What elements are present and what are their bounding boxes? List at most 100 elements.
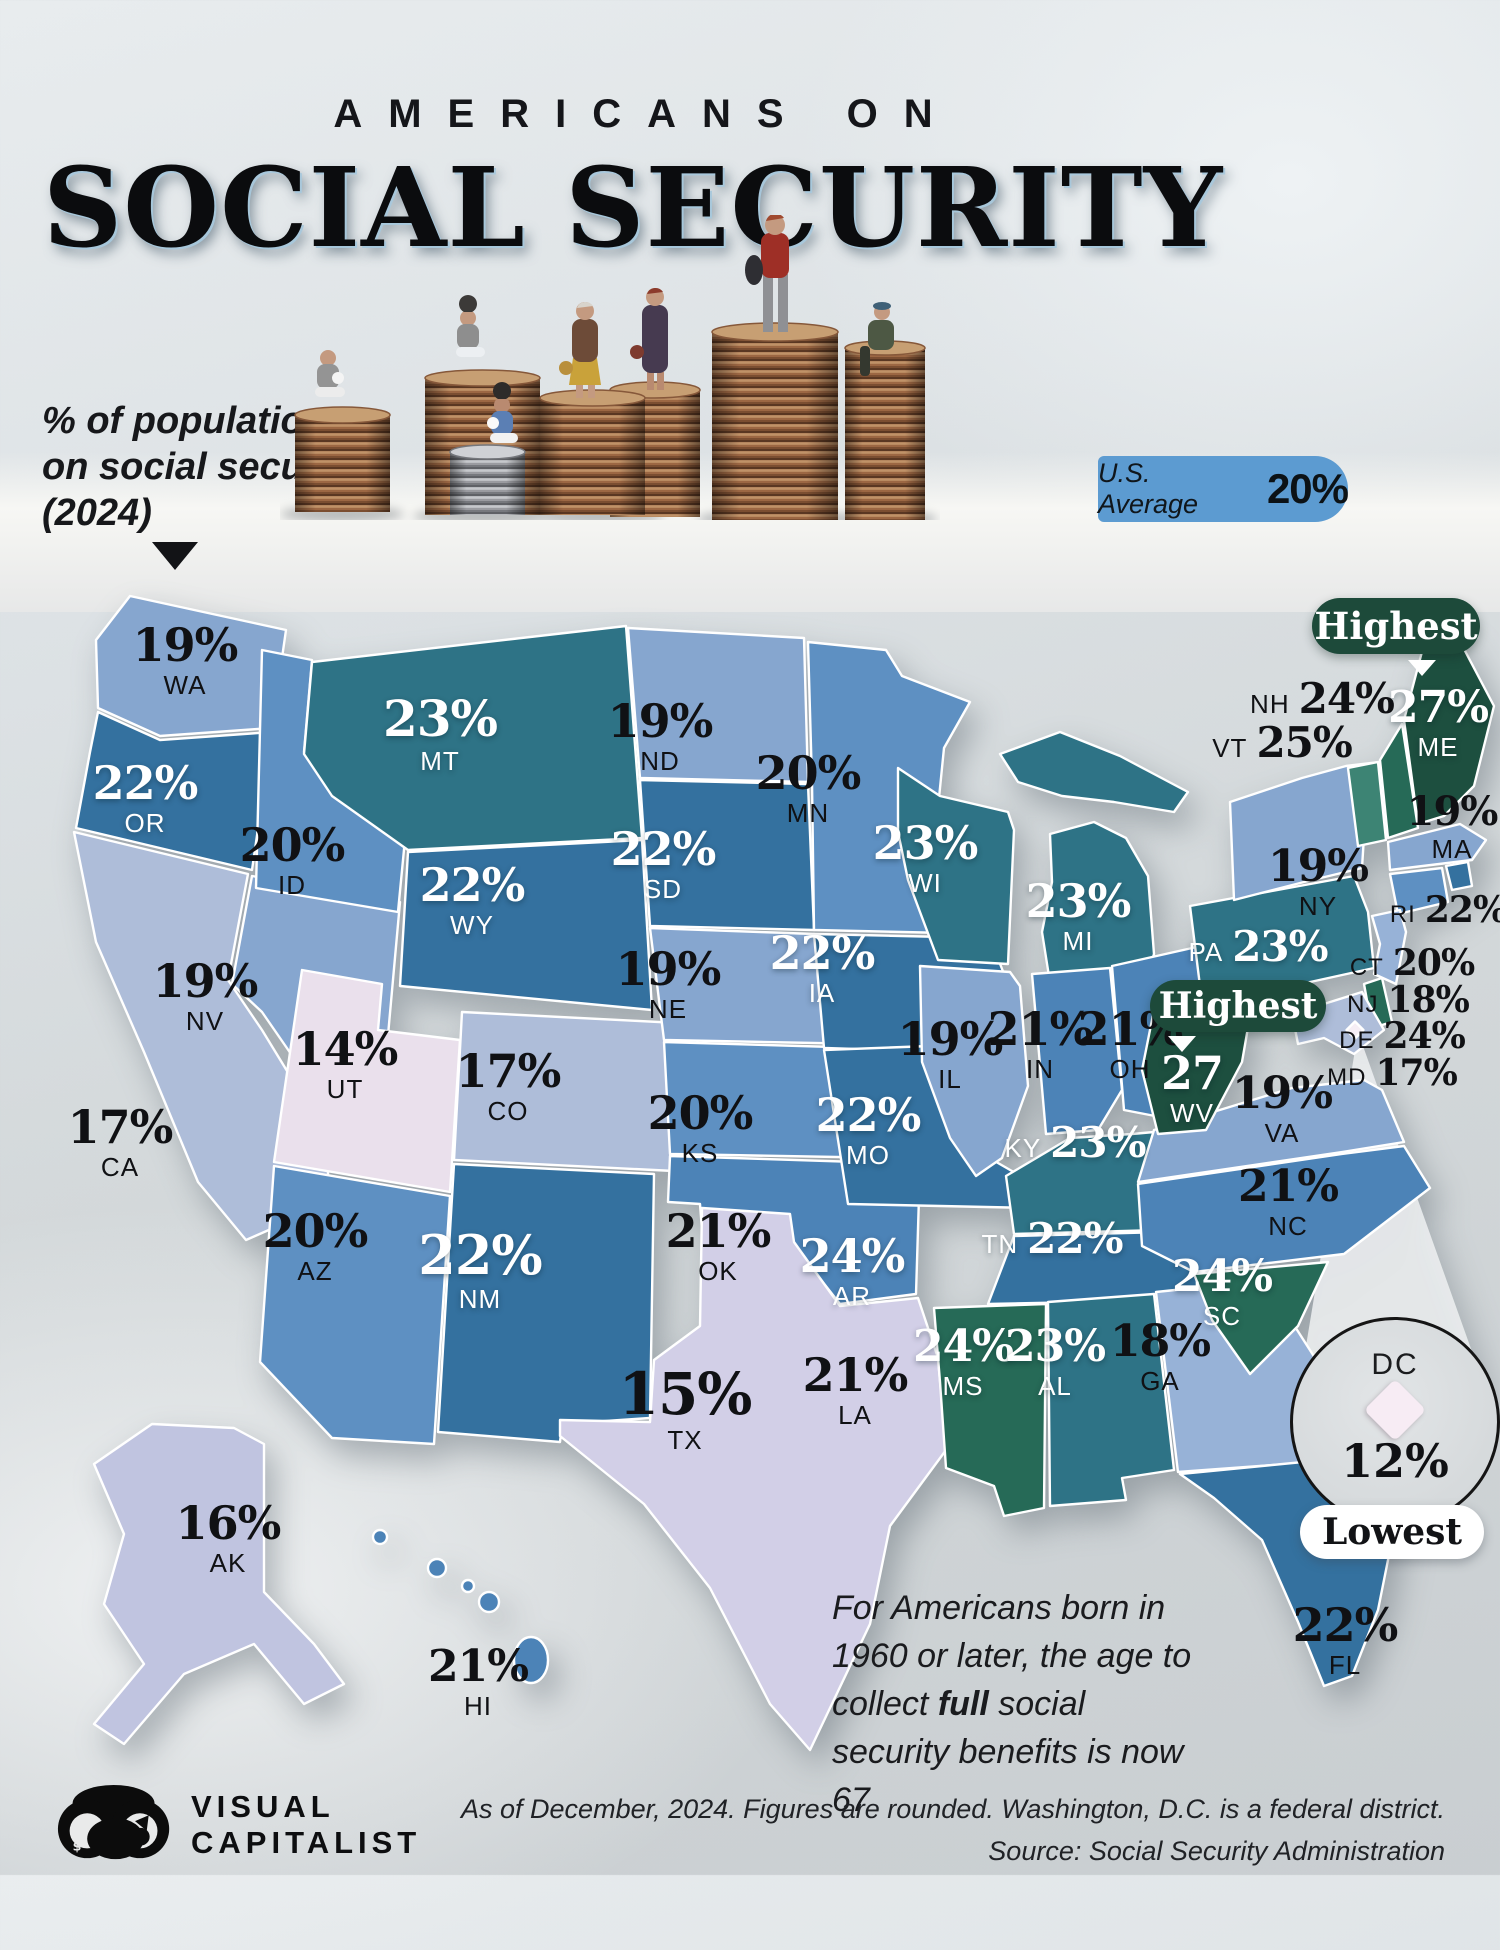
label-MN: 20% MN [755, 746, 862, 828]
label-AL: 23% AL [1004, 1321, 1106, 1401]
label-KY: KY 23% [1004, 1118, 1146, 1167]
label-IN: 21% IN [987, 1002, 1094, 1084]
label-ME: 27% ME [1387, 682, 1489, 762]
state-AZ [258, 1164, 452, 1446]
label-MT: 23% MT [382, 689, 498, 776]
label-WI: 23% WI [872, 816, 979, 898]
brand-name: VISUAL CAPITALIST [191, 1789, 422, 1860]
title-kicker: AMERICANS ON [333, 92, 959, 136]
us-average-label: U.S. Average [1098, 458, 1199, 519]
state-MI-upper [998, 730, 1190, 814]
label-CT: CT 20% [1349, 942, 1475, 984]
label-WV: 27 WV [1160, 1046, 1224, 1128]
state-MA [1386, 822, 1488, 872]
state-HI [371, 1528, 550, 1685]
label-AR: 24% AR [799, 1229, 906, 1311]
dc-value: 12% [1341, 1434, 1449, 1488]
label-KS: 20% KS [647, 1086, 754, 1168]
label-AZ: 20% AZ [262, 1204, 369, 1286]
us-average-pill: U.S. Average 20% [1098, 456, 1349, 522]
label-NC: 21% NC [1237, 1161, 1339, 1241]
label-RI: RI 22% [1389, 889, 1500, 931]
highest-arrow-wv-icon [1168, 1036, 1196, 1052]
svg-text:$: $ [73, 1838, 82, 1853]
visual-capitalist-logo-icon: $ [57, 1784, 170, 1860]
label-DE: DE 24% [1339, 1015, 1466, 1057]
label-AK: 16% AK [175, 1496, 282, 1578]
label-IL: 19% IL [897, 1012, 1004, 1094]
lowest-badge: Lowest [1300, 1505, 1484, 1559]
state-AL [1046, 1292, 1176, 1508]
state-NH [1378, 722, 1420, 840]
label-LA: 21% LA [802, 1348, 909, 1430]
state-WY [398, 838, 654, 1012]
label-TN: TN 22% [981, 1214, 1123, 1263]
label-CA: 17% CA [67, 1100, 174, 1182]
label-OK: 21% OK [665, 1204, 772, 1286]
label-SD: 22% SD [610, 822, 717, 904]
page-title: SOCIAL SECURITY [42, 143, 1224, 272]
label-WA: 19% WA [132, 618, 239, 700]
label-PA: PA 23% [1188, 922, 1328, 971]
label-CO: 17% CO [455, 1044, 562, 1126]
dc-shape [1363, 1378, 1427, 1442]
label-MS: 24% MS [912, 1321, 1014, 1401]
state-MT [302, 624, 644, 852]
label-HI: 21% HI [427, 1641, 529, 1721]
footer-line2: Source: Social Security Administration [988, 1836, 1445, 1866]
label-WY: 22% WY [419, 858, 526, 940]
state-IL [918, 964, 1030, 1178]
label-MI: 23% MI [1025, 874, 1132, 956]
label-GA: 18% GA [1109, 1316, 1211, 1396]
label-IA: 22% IA [769, 926, 876, 1008]
coin-stack [294, 322, 926, 520]
state-RI [1444, 860, 1474, 892]
state-ND [626, 626, 810, 784]
label-VA: 19% VA [1231, 1068, 1333, 1148]
label-MO: 22% MO [815, 1088, 922, 1170]
highest-badge-me: Highest [1312, 598, 1480, 654]
label-NM: 22% NM [418, 1223, 542, 1314]
state-WI [896, 766, 1016, 966]
visual-capitalist-brand: $ VISUAL CAPITALIST [55, 1782, 421, 1868]
label-ND: 19% ND [607, 694, 714, 776]
state-OR [74, 710, 274, 872]
footer-line1: As of December, 2024. Figures are rounde… [461, 1794, 1445, 1824]
coin-stacks-photo [280, 215, 937, 520]
label-NJ: NJ 18% [1347, 979, 1470, 1021]
label-UT: 14% UT [292, 1022, 399, 1104]
note-text: For Americans born in 1960 or later, the… [832, 1589, 1192, 1819]
state-VT [1346, 760, 1388, 848]
label-MA: 19% MA [1406, 788, 1499, 864]
label-ID: 20% ID [239, 818, 346, 900]
state-NC [1136, 1144, 1432, 1274]
state-AK [92, 1422, 346, 1746]
state-TX [558, 1206, 948, 1752]
label-OR: 22% OR [92, 756, 199, 838]
us-states-map [72, 594, 1496, 1752]
miniature-figures [315, 215, 894, 443]
dc-label: DC [1371, 1348, 1419, 1381]
footer: As of December, 2024. Figures are rounde… [445, 1788, 1445, 1872]
label-FL: 22% FL [1292, 1598, 1399, 1680]
us-average-value: 20% [1266, 465, 1349, 512]
label-NV: 19% NV [152, 954, 259, 1036]
state-CT [1388, 866, 1450, 916]
highest-badge-wv: Highest [1150, 980, 1326, 1032]
label-VT: VT 25% [1212, 718, 1353, 767]
down-arrow-icon [152, 542, 198, 570]
state-IN [1030, 966, 1124, 1136]
highest-arrow-me-icon [1408, 660, 1436, 676]
label-NE: 19% NE [615, 942, 722, 1024]
state-SC [1192, 1260, 1330, 1376]
state-NJ [1370, 908, 1408, 986]
label-NY: 19% NY [1267, 841, 1369, 921]
label-TX: 15% TX [618, 1360, 753, 1455]
label-NH: NH 24% [1250, 674, 1395, 723]
dc-magnifier-callout: DC 12% [1290, 1317, 1500, 1527]
label-MD: MD 17% [1327, 1052, 1458, 1094]
state-VA [1136, 1078, 1406, 1184]
state-MS [932, 1302, 1048, 1518]
label-SC: 24% SC [1171, 1251, 1273, 1331]
state-DC-dot [1345, 1020, 1365, 1040]
